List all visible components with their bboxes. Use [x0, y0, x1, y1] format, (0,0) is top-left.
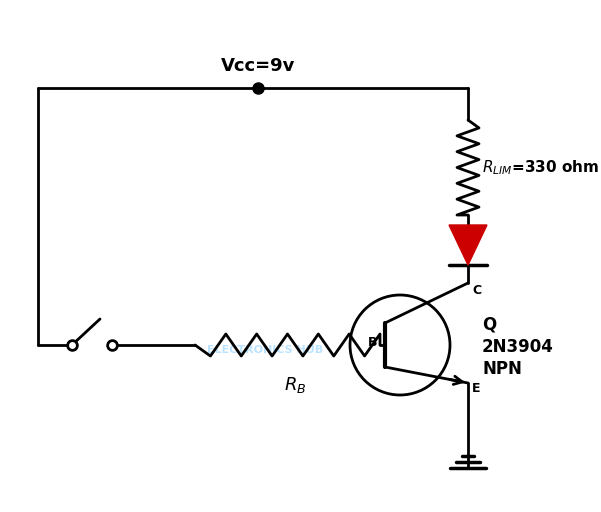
Text: E: E: [472, 382, 481, 395]
Text: B: B: [367, 335, 377, 349]
Text: Q: Q: [482, 316, 496, 334]
Text: Vcc=9v: Vcc=9v: [221, 57, 295, 75]
Text: NPN: NPN: [482, 360, 522, 378]
Text: ELECTRONICS HUB: ELECTRONICS HUB: [207, 345, 323, 355]
Text: C: C: [472, 285, 481, 297]
Text: 2N3904: 2N3904: [482, 338, 554, 356]
Text: $R_B$: $R_B$: [284, 375, 306, 395]
Text: $R_{LIM}$=330 ohm: $R_{LIM}$=330 ohm: [482, 159, 599, 177]
Polygon shape: [449, 225, 487, 265]
